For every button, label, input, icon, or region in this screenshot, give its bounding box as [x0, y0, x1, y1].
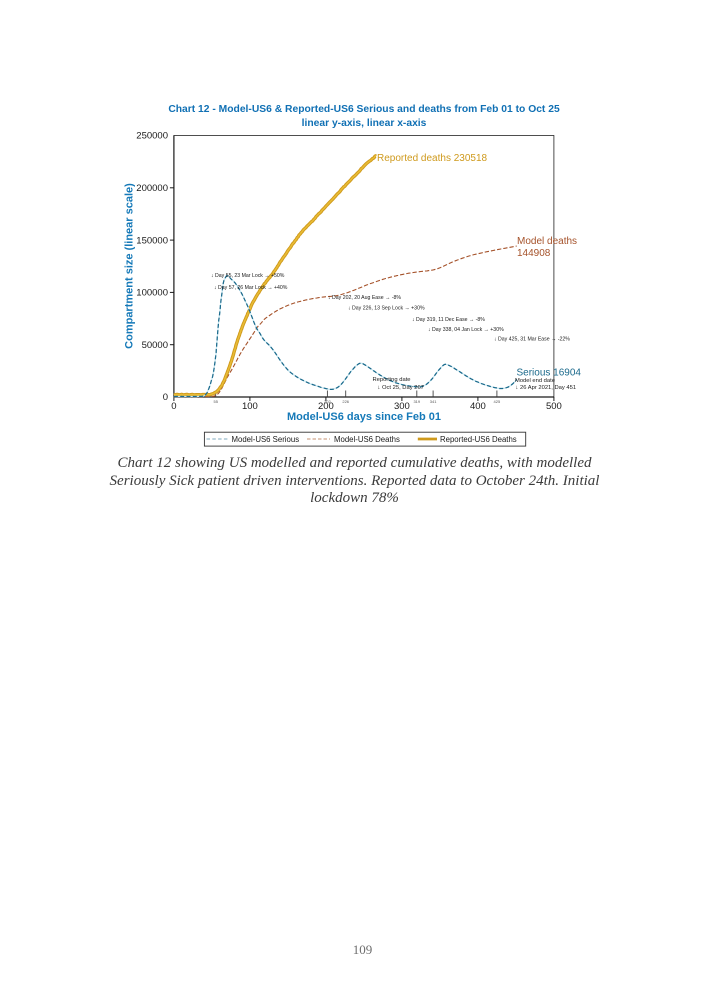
svg-text:↓ Oct 25, Day 267: ↓ Oct 25, Day 267: [378, 385, 424, 391]
svg-text:Model deaths: Model deaths: [517, 236, 577, 247]
svg-text:Reported deaths 230518: Reported deaths 230518: [377, 153, 488, 164]
svg-text:Serious 16904: Serious 16904: [517, 368, 582, 379]
svg-text:250000: 250000: [136, 131, 168, 142]
svg-text:144908: 144908: [517, 248, 551, 259]
svg-text:200: 200: [318, 401, 334, 412]
svg-text:↓ Day 226, 13 Sep Lock → +30%: ↓ Day 226, 13 Sep Lock → +30%: [348, 306, 425, 312]
svg-text:100: 100: [242, 401, 258, 412]
svg-text:Model end date: Model end date: [515, 378, 555, 384]
svg-text:Model-US6 days since Feb 01: Model-US6 days since Feb 01: [287, 411, 441, 423]
svg-text:Reported-US6 Deaths: Reported-US6 Deaths: [440, 435, 517, 444]
svg-text:Chart 12 - Model-US6 & Reporte: Chart 12 - Model-US6 & Reported-US6 Seri…: [168, 104, 560, 115]
svg-text:0: 0: [163, 392, 168, 403]
svg-text:300: 300: [394, 401, 410, 412]
svg-text:55: 55: [213, 399, 218, 404]
svg-text:150000: 150000: [136, 235, 168, 246]
svg-text:202: 202: [324, 399, 331, 404]
svg-text:341: 341: [430, 399, 437, 404]
svg-text:200000: 200000: [136, 183, 168, 194]
svg-text:226: 226: [342, 399, 349, 404]
svg-text:Reporting date: Reporting date: [373, 377, 411, 383]
svg-text:Model-US6 Serious: Model-US6 Serious: [232, 435, 300, 444]
svg-text:↓ 26 Apr 2021, Day 451: ↓ 26 Apr 2021, Day 451: [516, 385, 577, 391]
svg-text:319: 319: [413, 399, 420, 404]
svg-text:425: 425: [494, 399, 501, 404]
svg-text:Compartment size (linear scale: Compartment size (linear scale): [124, 183, 136, 349]
svg-text:linear y-axis, linear x-axis: linear y-axis, linear x-axis: [302, 118, 427, 129]
svg-text:↓ Day 57, 26 Mar Lock → +40%: ↓ Day 57, 26 Mar Lock → +40%: [214, 285, 288, 291]
svg-text:500: 500: [546, 401, 562, 412]
svg-text:↓ Day 338, 04 Jan Lock → +30%: ↓ Day 338, 04 Jan Lock → +30%: [428, 327, 504, 333]
svg-text:400: 400: [470, 401, 486, 412]
svg-text:100000: 100000: [136, 288, 168, 299]
svg-text:50000: 50000: [142, 340, 168, 351]
svg-text:0: 0: [171, 401, 176, 412]
svg-text:↓ Day 319, 11 Dec Ease → -8%: ↓ Day 319, 11 Dec Ease → -8%: [412, 317, 485, 323]
svg-text:Model-US6 Deaths: Model-US6 Deaths: [334, 435, 400, 444]
svg-text:↓ Day 202, 20 Aug Ease → -8%: ↓ Day 202, 20 Aug Ease → -8%: [328, 295, 401, 301]
svg-text:↓ Day 425, 31 Mar Ease → -22%: ↓ Day 425, 31 Mar Ease → -22%: [494, 337, 570, 343]
svg-text:↓ Day 55, 23 Mar Lock → +50%: ↓ Day 55, 23 Mar Lock → +50%: [211, 273, 285, 279]
